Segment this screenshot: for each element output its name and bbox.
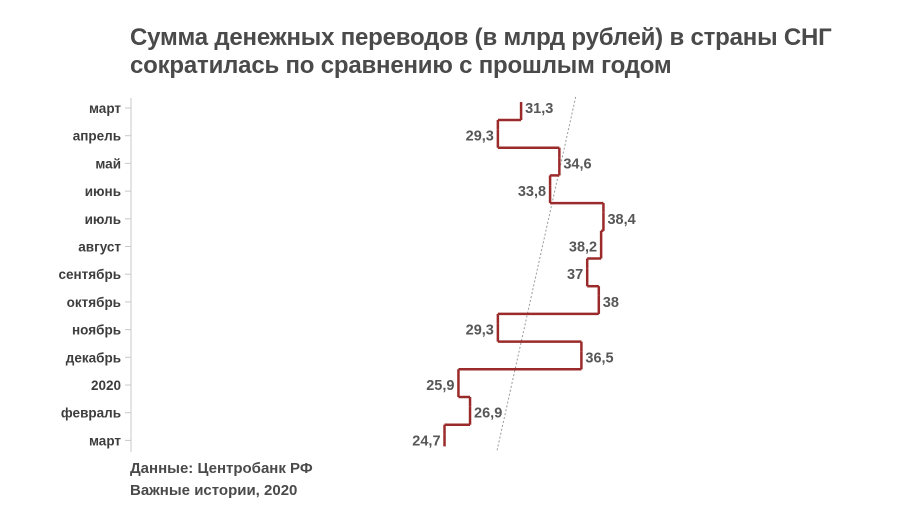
category-label: март: [89, 433, 121, 448]
chart-title-line-2: сократилась по сравнению с прошлым годом: [130, 52, 672, 79]
value-label: 24,7: [412, 433, 440, 449]
category-label: 2020: [91, 378, 121, 393]
value-label: 25,9: [426, 378, 454, 394]
category-label: март: [89, 101, 121, 116]
category-label: август: [78, 240, 121, 255]
source-line-1: Данные: Центробанк РФ: [130, 460, 313, 477]
value-label: 38,2: [569, 240, 597, 256]
value-labels: 31,3 29,3 34,6 33,8 38,4 38,2 37 38 29,3 36,5 25,9…: [412, 101, 635, 449]
source-line-2: Важные истории, 2020: [130, 482, 298, 499]
category-label: ноябрь: [72, 323, 121, 338]
axis-ticks: [125, 107, 131, 441]
category-label: июль: [85, 212, 121, 227]
value-label: 34,6: [563, 156, 591, 172]
category-label: апрель: [73, 129, 121, 144]
category-labels: март апрель май июнь июль август сентябрь октяб…: [58, 101, 121, 448]
value-label: 36,5: [585, 350, 613, 366]
value-label: 38: [603, 295, 619, 311]
value-label: 38,4: [607, 212, 635, 228]
category-label: май: [95, 156, 121, 171]
category-label: октябрь: [67, 295, 121, 310]
value-label: 29,3: [466, 129, 494, 145]
category-label: сентябрь: [58, 267, 121, 282]
category-label: февраль: [61, 406, 121, 421]
source-note: Данные: Центробанк РФ Важные истории, 20…: [130, 458, 313, 502]
category-label: июнь: [85, 184, 121, 199]
value-label: 29,3: [466, 323, 494, 339]
chart-title: Сумма денежных переводов (в млрд рублей)…: [130, 24, 910, 80]
value-label: 33,8: [518, 184, 546, 200]
category-label: декабрь: [66, 350, 121, 365]
series-step-line: [443, 102, 605, 447]
value-label: 26,9: [474, 406, 502, 422]
trend-line: [496, 96, 577, 452]
value-label: 37: [567, 267, 583, 283]
chart-title-line-1: Сумма денежных переводов (в млрд рублей)…: [130, 24, 832, 51]
value-label: 31,3: [525, 101, 553, 117]
